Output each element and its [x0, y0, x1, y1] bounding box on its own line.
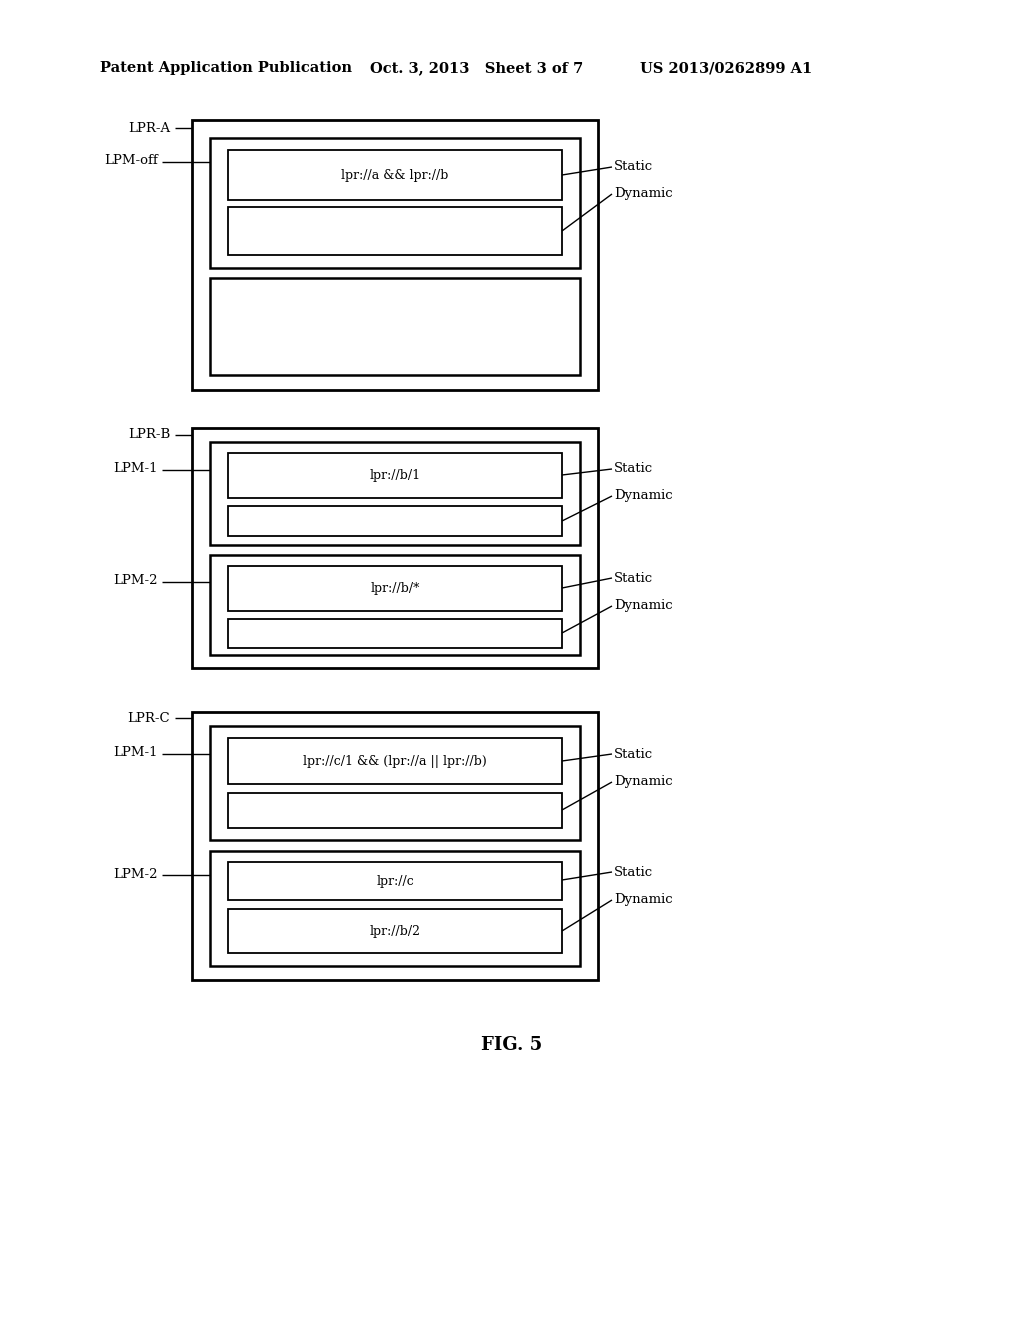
- Text: lpr://b/*: lpr://b/*: [371, 582, 420, 595]
- Bar: [228, 619, 562, 648]
- Text: lpr://b/1: lpr://b/1: [370, 469, 421, 482]
- Bar: [228, 207, 562, 255]
- Bar: [210, 442, 580, 545]
- Text: Oct. 3, 2013   Sheet 3 of 7: Oct. 3, 2013 Sheet 3 of 7: [370, 61, 584, 75]
- Bar: [210, 554, 580, 655]
- Text: lpr://c/1 && (lpr://a || lpr://b): lpr://c/1 && (lpr://a || lpr://b): [303, 755, 486, 767]
- Text: LPM-1: LPM-1: [114, 746, 158, 759]
- Text: US 2013/0262899 A1: US 2013/0262899 A1: [640, 61, 812, 75]
- Text: LPR-C: LPR-C: [127, 711, 170, 725]
- Text: lpr://a && lpr://b: lpr://a && lpr://b: [341, 169, 449, 181]
- Bar: [210, 139, 580, 268]
- Text: LPM-2: LPM-2: [114, 573, 158, 586]
- Bar: [210, 851, 580, 966]
- Bar: [228, 150, 562, 201]
- Text: Dynamic: Dynamic: [614, 599, 673, 612]
- Text: FIG. 5: FIG. 5: [481, 1036, 543, 1053]
- Text: Patent Application Publication: Patent Application Publication: [100, 61, 352, 75]
- Bar: [228, 909, 562, 953]
- Text: Static: Static: [614, 572, 653, 585]
- Text: LPM-2: LPM-2: [114, 867, 158, 880]
- Bar: [228, 506, 562, 536]
- Bar: [228, 453, 562, 498]
- Bar: [210, 726, 580, 840]
- Text: Dynamic: Dynamic: [614, 894, 673, 907]
- Bar: [193, 428, 598, 668]
- Text: LPR-B: LPR-B: [128, 428, 170, 441]
- Text: Dynamic: Dynamic: [614, 776, 673, 788]
- Bar: [193, 711, 598, 979]
- Bar: [228, 793, 562, 828]
- Bar: [228, 738, 562, 784]
- Text: lpr://b/2: lpr://b/2: [370, 924, 421, 937]
- Text: Static: Static: [614, 161, 653, 173]
- Bar: [210, 279, 580, 375]
- Bar: [228, 566, 562, 611]
- Text: LPM-off: LPM-off: [104, 153, 158, 166]
- Text: Static: Static: [614, 747, 653, 760]
- Text: Static: Static: [614, 866, 653, 879]
- Text: LPR-A: LPR-A: [128, 121, 170, 135]
- Text: Dynamic: Dynamic: [614, 490, 673, 503]
- Text: Static: Static: [614, 462, 653, 475]
- Text: lpr://c: lpr://c: [376, 874, 414, 887]
- Bar: [193, 120, 598, 389]
- Text: Dynamic: Dynamic: [614, 187, 673, 201]
- Bar: [228, 862, 562, 900]
- Text: LPM-1: LPM-1: [114, 462, 158, 474]
